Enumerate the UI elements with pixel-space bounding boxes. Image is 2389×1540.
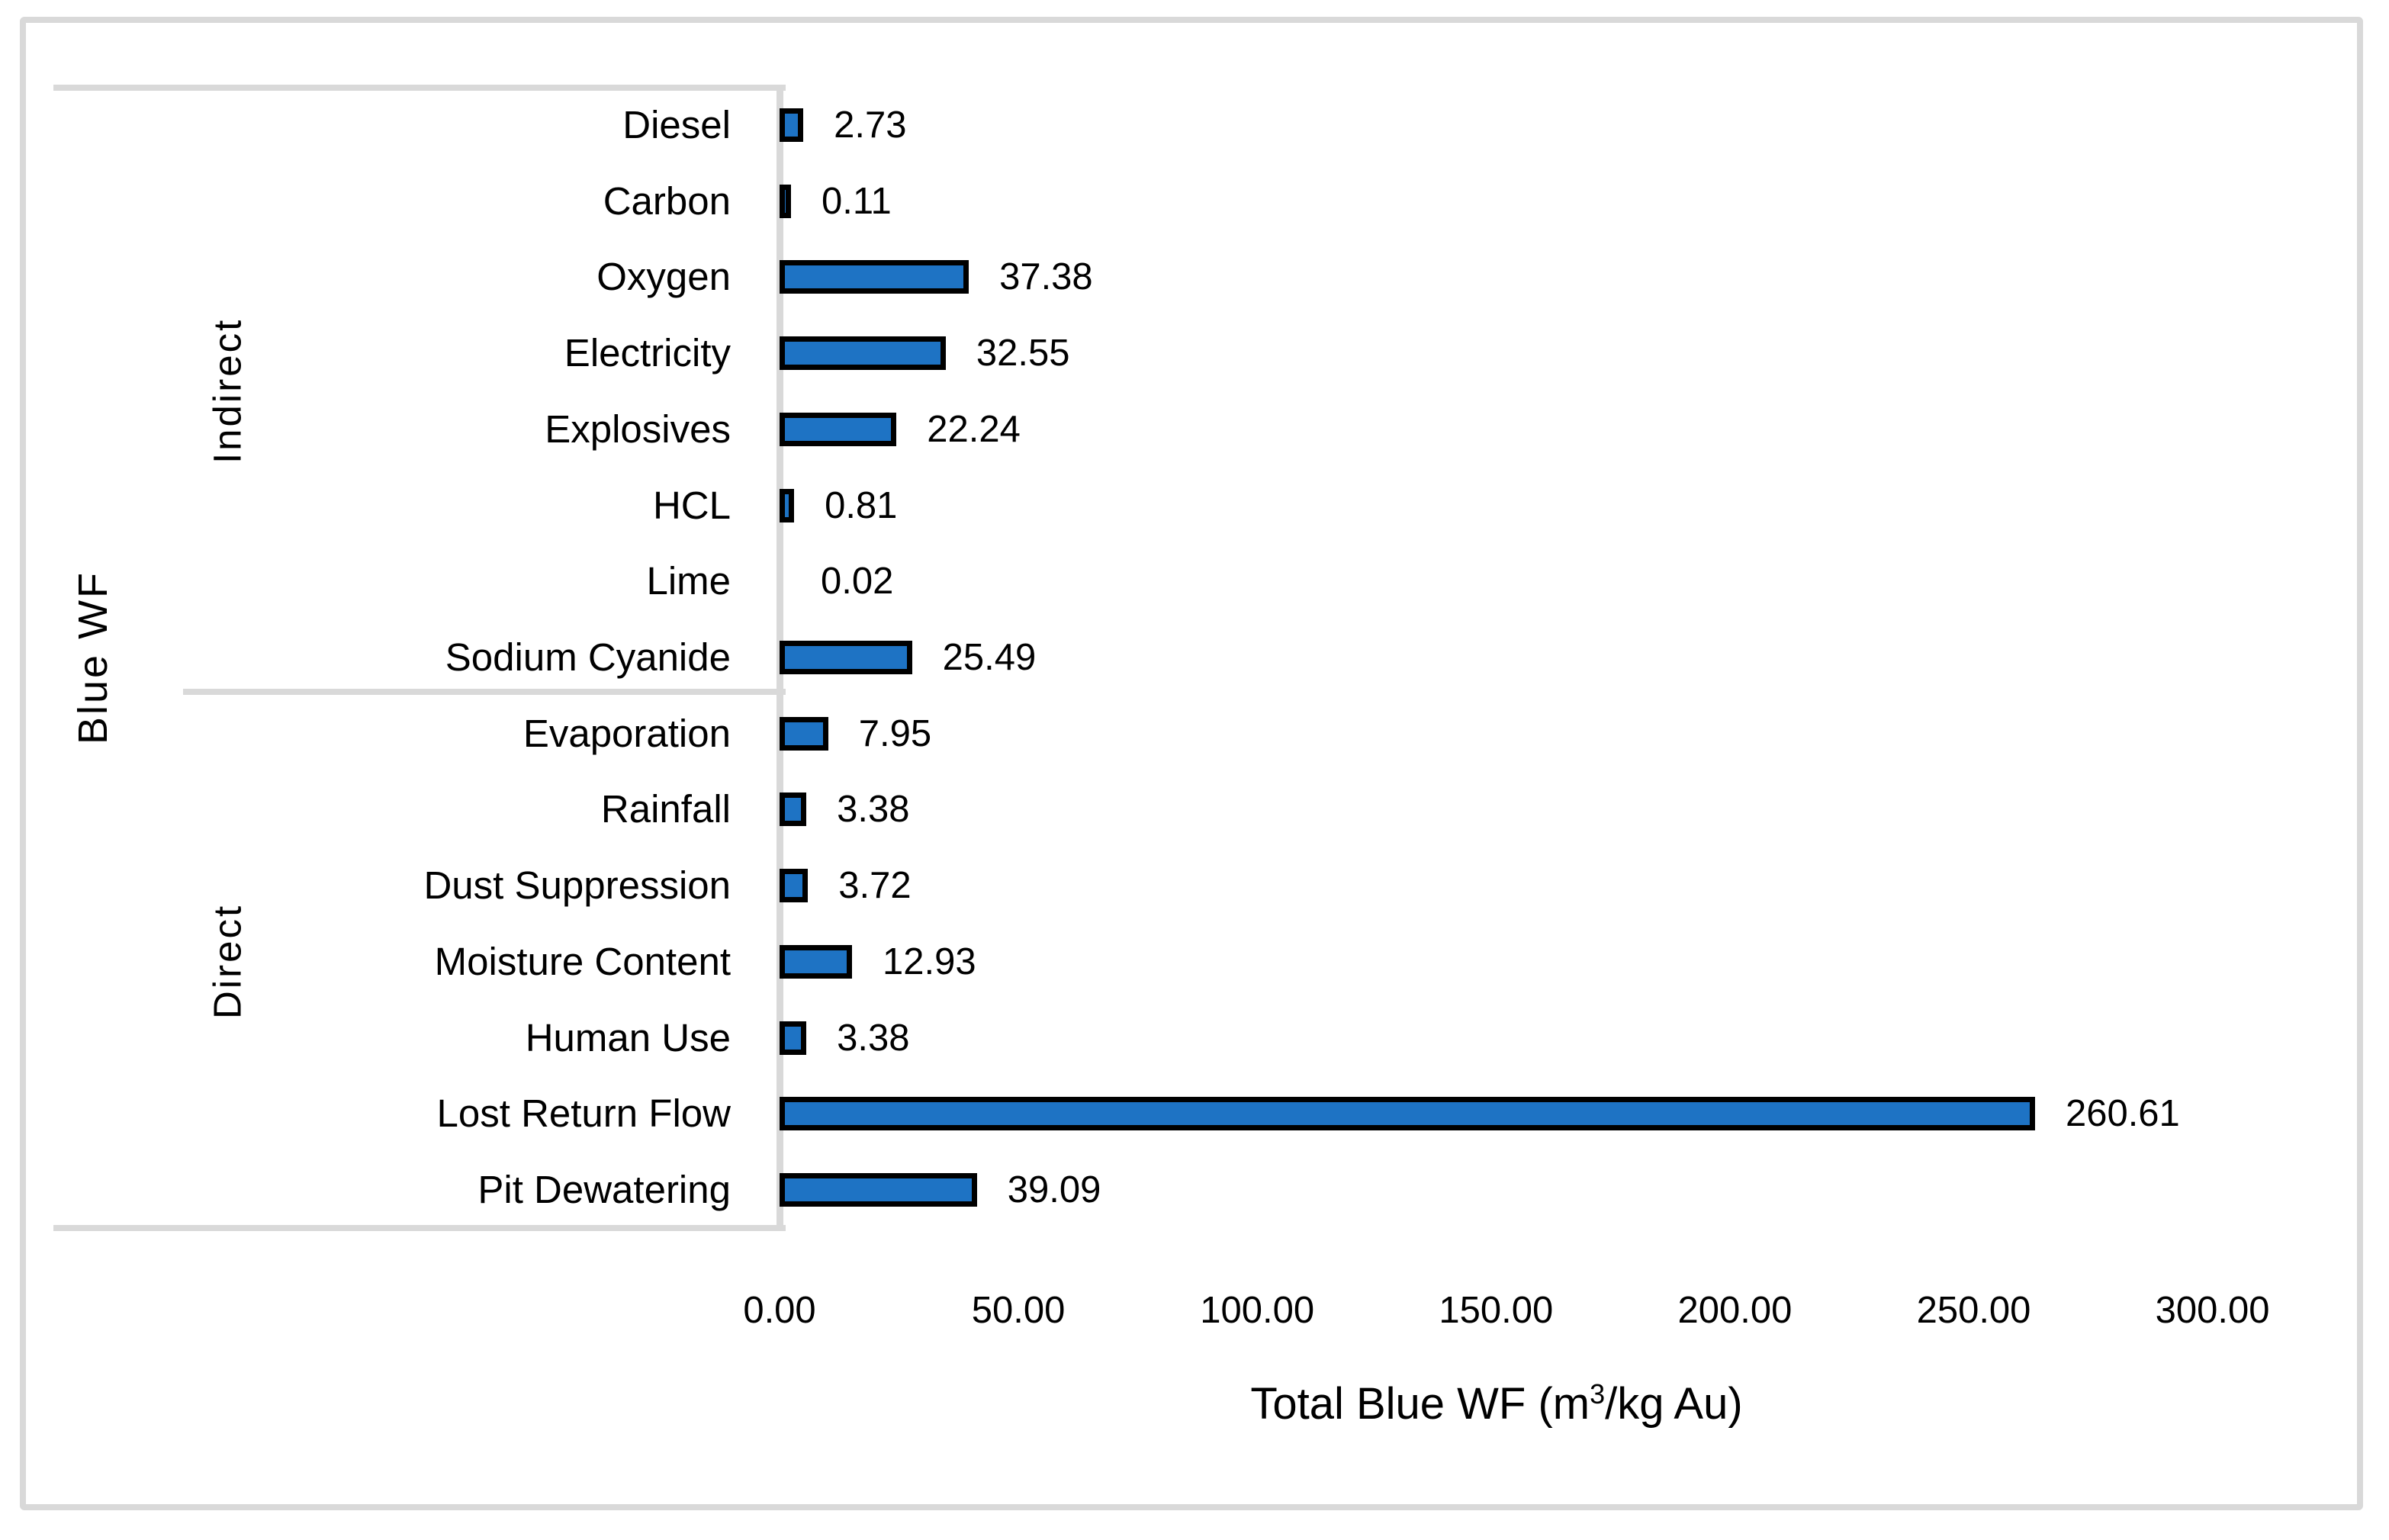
value-label: 12.93 — [882, 940, 976, 982]
panel-bottom-line — [53, 1225, 786, 1231]
value-label: 32.55 — [976, 333, 1070, 375]
value-label: 3.38 — [837, 1017, 910, 1059]
value-label: 3.38 — [837, 789, 910, 831]
value-label: 3.72 — [838, 865, 912, 907]
group-separator-line — [183, 689, 786, 695]
value-label: 0.02 — [821, 561, 894, 603]
category-label: Carbon — [603, 178, 731, 223]
category-label: Diesel — [622, 102, 731, 146]
category-label: Human Use — [525, 1015, 731, 1059]
bar — [780, 641, 912, 674]
category-label: Pit Dewatering — [477, 1168, 731, 1212]
bar — [780, 336, 946, 371]
y-axis-title: Blue WF — [70, 570, 116, 745]
x-tick-label: 200.00 — [1677, 1290, 1793, 1331]
bar — [780, 1097, 2035, 1131]
x-tick-label: 250.00 — [1916, 1290, 2031, 1331]
group-label-indirect: Indirect — [205, 317, 249, 465]
value-label: 37.38 — [999, 256, 1093, 298]
bar — [780, 793, 807, 827]
x-tick-label: 300.00 — [2155, 1290, 2270, 1331]
group-label-direct: Direct — [205, 903, 249, 1020]
x-axis-title-post: /kg Au) — [1605, 1379, 1743, 1429]
category-label: Oxygen — [596, 255, 731, 299]
category-label: Lime — [646, 559, 731, 603]
x-tick-label: 0.00 — [743, 1290, 816, 1331]
value-label: 2.73 — [834, 104, 907, 146]
bar — [780, 108, 804, 142]
bar — [780, 944, 852, 979]
value-label: 22.24 — [927, 408, 1021, 450]
x-axis-title-pre: Total Blue WF (m — [1250, 1379, 1590, 1429]
value-label: 39.09 — [1007, 1169, 1101, 1211]
bar — [780, 184, 791, 218]
panel-top-line — [53, 85, 786, 91]
x-axis-title: Total Blue WF (m3/kg Au) — [780, 1367, 2214, 1432]
category-label: Dust Suppression — [423, 863, 731, 908]
bar — [780, 488, 795, 522]
category-label: Evaporation — [522, 711, 731, 755]
bar — [780, 412, 897, 446]
category-label: HCL — [652, 483, 731, 527]
category-label: Moisture Content — [434, 939, 731, 983]
value-label: 0.81 — [825, 484, 898, 526]
x-tick-label: 100.00 — [1200, 1290, 1315, 1331]
x-tick-label: 50.00 — [971, 1290, 1066, 1331]
category-label: Rainfall — [600, 787, 731, 831]
x-tick-label: 150.00 — [1439, 1290, 1554, 1331]
value-label: 25.49 — [942, 637, 1037, 678]
category-label: Explosives — [545, 407, 731, 451]
bar — [780, 260, 969, 294]
category-label: Lost Return Flow — [436, 1092, 731, 1136]
value-label: 260.61 — [2065, 1093, 2180, 1135]
bar — [780, 1173, 977, 1207]
bar — [780, 716, 828, 751]
category-label: Sodium Cyanide — [445, 635, 731, 679]
figure-border — [20, 17, 2363, 1510]
category-label: Electricity — [564, 331, 731, 375]
bar — [780, 1021, 807, 1055]
value-label: 7.95 — [858, 712, 932, 754]
bar — [780, 869, 809, 903]
value-label: 0.11 — [822, 180, 892, 222]
x-axis-title-superscript: 3 — [1590, 1378, 1606, 1410]
